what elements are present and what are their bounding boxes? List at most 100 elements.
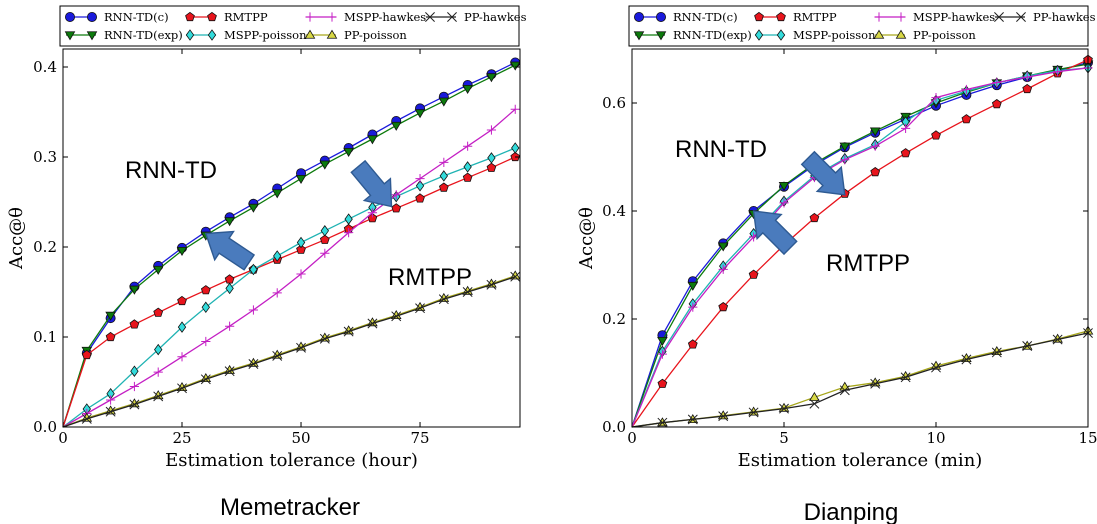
data-point-rnn-td-exp xyxy=(176,246,188,256)
x-axis-label: Estimation tolerance (min) xyxy=(738,450,983,471)
x-tick-label: 5 xyxy=(779,429,789,447)
legend-label: MSPP-poisson xyxy=(793,28,876,42)
y-axis-label: Acc@θ xyxy=(576,207,597,270)
data-point-pp-hawkes xyxy=(272,350,283,361)
data-point-mspp-poisson xyxy=(296,236,306,249)
legend-entry-mspp-hawkes: MSPP-hawkes xyxy=(874,10,995,24)
x-tick-label: 25 xyxy=(172,429,191,447)
legend-label: PP-hawkes xyxy=(1033,10,1096,24)
legend-marker xyxy=(776,11,786,22)
annotation-arrow xyxy=(800,150,846,196)
data-point-rnn-td-exp xyxy=(390,121,402,131)
data-point-pp-hawkes xyxy=(177,383,187,394)
data-point-pp-hawkes xyxy=(486,279,497,290)
data-point-rmtpp xyxy=(462,172,473,182)
data-point-mspp-hawkes xyxy=(931,93,941,103)
data-point-rmtpp xyxy=(718,302,729,312)
data-point-pp-hawkes xyxy=(248,359,259,369)
data-point-pp-hawkes xyxy=(961,354,972,365)
data-point-mspp-poisson xyxy=(225,282,234,295)
legend-label: PP-poisson xyxy=(913,28,976,42)
legend-entry-mspp-hawkes: MSPP-hawkes xyxy=(305,10,426,24)
data-point-rnn-td-exp xyxy=(367,135,378,145)
data-point-mspp-poisson xyxy=(273,250,282,262)
y-tick-label: 0.2 xyxy=(602,310,626,328)
x-tick-label: 15 xyxy=(1078,429,1097,447)
data-point-pp-hawkes xyxy=(319,333,330,344)
legend-label: RNN-TD(exp) xyxy=(104,28,183,42)
data-point-mspp-poisson xyxy=(320,225,329,237)
data-point-rnn-td-exp xyxy=(224,217,235,227)
data-point-mspp-hawkes xyxy=(840,155,850,165)
data-point-rmtpp xyxy=(153,307,164,317)
legend-marker xyxy=(754,11,764,22)
series-line-mspp-hawkes xyxy=(62,108,516,428)
legend-label: RMTPP xyxy=(224,10,268,24)
legend-marker xyxy=(65,11,76,22)
series-line-rnn-td-c xyxy=(631,61,1089,428)
data-point-rnn-td-exp xyxy=(509,61,521,71)
data-point-mspp-hawkes xyxy=(225,321,235,331)
data-point-pp-hawkes xyxy=(296,342,306,353)
legend-marker xyxy=(207,29,217,41)
legend-entry-mspp-poisson: MSPP-poisson xyxy=(754,28,876,42)
data-point-mspp-hawkes xyxy=(992,77,1002,88)
data-point-mspp-hawkes xyxy=(153,367,163,377)
legend-box xyxy=(59,5,520,47)
legend-entry-rmtpp: RMTPP xyxy=(754,10,837,24)
data-point-mspp-hawkes xyxy=(1053,67,1063,77)
data-point-mspp-poisson xyxy=(511,142,520,154)
legend-marker xyxy=(304,29,316,39)
y-tick-label: 0.4 xyxy=(602,202,626,220)
data-point-pp-hawkes xyxy=(105,406,116,417)
chart-caption: Dianping xyxy=(804,499,899,524)
data-point-mspp-hawkes xyxy=(177,352,187,362)
data-point-pp-hawkes xyxy=(224,366,235,377)
data-point-mspp-hawkes xyxy=(106,395,116,405)
legend-marker xyxy=(327,12,337,22)
legend-marker xyxy=(896,12,906,22)
annotation-arrow xyxy=(752,210,798,256)
annotation-label: RMTPP xyxy=(826,250,910,277)
series-rnn-td-exp xyxy=(631,60,1094,428)
data-point-mspp-hawkes xyxy=(296,269,306,279)
data-point-mspp-hawkes xyxy=(415,174,425,184)
data-point-pp-hawkes xyxy=(657,417,668,428)
data-point-pp-hawkes xyxy=(153,391,164,402)
data-point-rmtpp xyxy=(415,193,425,203)
legend-marker xyxy=(87,11,98,22)
legend-label: RNN-TD(c) xyxy=(673,10,738,24)
data-point-mspp-hawkes xyxy=(201,336,211,347)
series-pp-poisson xyxy=(62,270,521,428)
data-point-rmtpp xyxy=(657,378,668,388)
annotation-label: RNN-TD xyxy=(125,157,217,184)
y-tick-label: 0.2 xyxy=(33,238,57,256)
legend-marker xyxy=(633,31,645,41)
series-mspp-hawkes xyxy=(62,104,520,428)
data-point-mspp-hawkes xyxy=(718,264,728,274)
legend-box xyxy=(628,5,1089,47)
annotation-arrow xyxy=(204,230,256,271)
x-tick-label: 75 xyxy=(410,429,429,447)
legend-entry-pp-hawkes: PP-hawkes xyxy=(425,10,527,24)
data-point-mspp-hawkes xyxy=(657,349,667,359)
data-point-rnn-td-exp xyxy=(248,203,259,213)
series-rnn-td-exp xyxy=(62,61,521,428)
legend: RNN-TD(c) RMTPP MSPP-hawkes PP-hawkes RNN-TD… xyxy=(59,5,527,47)
series-line-rmtpp xyxy=(631,59,1089,428)
data-point-rmtpp xyxy=(900,148,911,158)
legend-marker xyxy=(447,12,457,22)
data-point-mspp-hawkes xyxy=(320,248,330,258)
legend-entry-pp-poisson: PP-poisson xyxy=(304,28,407,42)
data-point-pp-hawkes xyxy=(343,326,354,337)
data-point-mspp-hawkes xyxy=(248,305,259,315)
y-tick-label: 0.6 xyxy=(602,94,626,112)
legend-marker xyxy=(185,11,195,22)
data-point-rnn-td-exp xyxy=(319,160,331,170)
data-point-pp-hawkes xyxy=(931,362,941,373)
data-point-pp-hawkes xyxy=(81,413,92,424)
data-point-rnn-td-exp xyxy=(295,174,307,184)
data-point-rnn-td-exp xyxy=(657,336,668,346)
series-pp-hawkes xyxy=(631,328,1093,428)
legend-marker xyxy=(754,29,764,41)
